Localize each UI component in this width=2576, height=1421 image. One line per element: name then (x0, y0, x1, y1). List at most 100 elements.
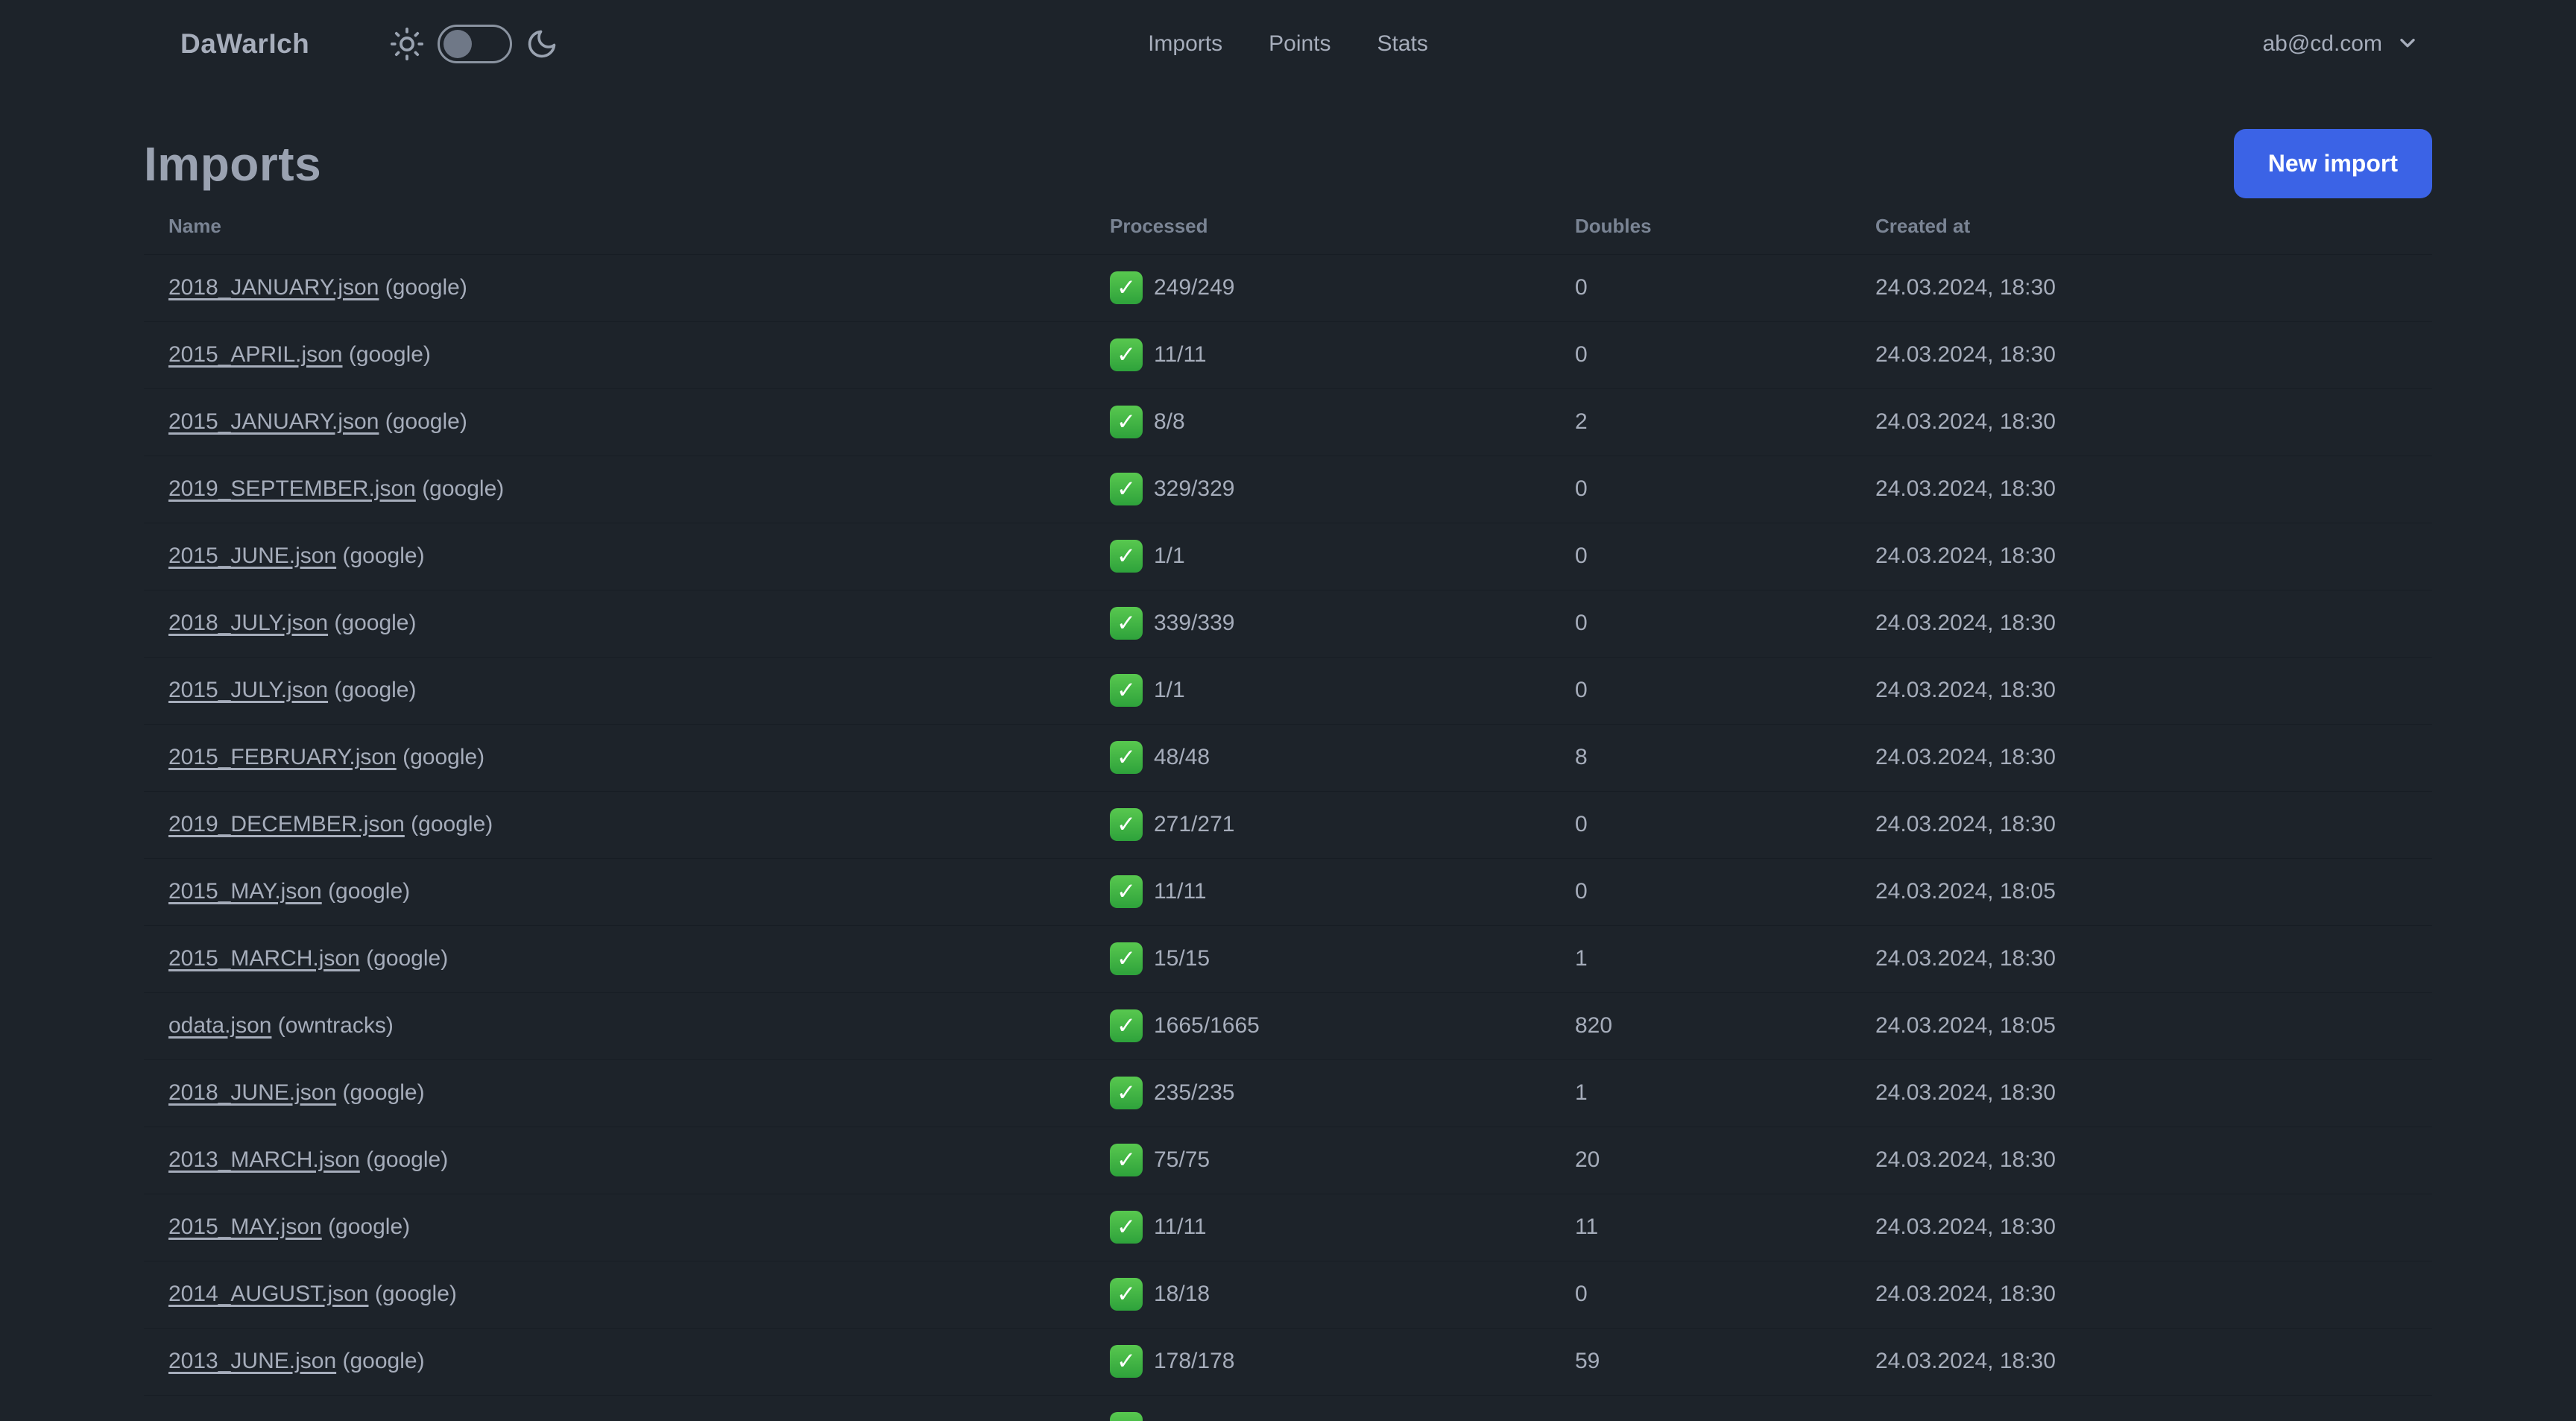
import-file-link[interactable]: 2019_SEPTEMBER.json (168, 476, 416, 501)
check-mark-icon: ✓ (1110, 406, 1143, 438)
theme-switch[interactable] (438, 25, 513, 63)
import-source: (google) (366, 1147, 449, 1172)
doubles-cell: 0 (1575, 791, 1875, 859)
import-file-link[interactable]: 2013_JUNE.json (168, 1349, 337, 1373)
import-file-link[interactable]: 2015_MAY.json (168, 879, 322, 904)
created-at-cell: 24.03.2024, 18:30 (1875, 657, 2432, 725)
created-at-cell: 24.03.2024, 18:30 (1875, 456, 2432, 523)
moon-icon (525, 28, 558, 60)
import-name-cell: 2015_MAY.json (google) (144, 1194, 1110, 1261)
import-file-link[interactable]: 2015_JUNE.json (168, 543, 337, 568)
user-email: ab@cd.com (2262, 31, 2382, 56)
import-name-cell: 2018_JUNE.json (google) (144, 1059, 1110, 1127)
processed-cell: ✓ 1665/1665 (1110, 992, 1575, 1060)
import-source: (google) (328, 1214, 411, 1239)
imports-table-header: Name Processed Doubles Created at (144, 198, 2432, 255)
new-import-button[interactable]: New import (2233, 129, 2432, 198)
processed-cell: ✓ 18/18 (1110, 1261, 1575, 1329)
import-file-link[interactable]: 2015_FEBRUARY.json (168, 745, 397, 769)
import-name-cell: 2015_APRIL.json (google) (144, 321, 1110, 389)
nav-link-stats[interactable]: Stats (1377, 31, 1428, 56)
processed-count: 178/178 (1154, 1349, 1235, 1373)
doubles-cell: 0 (1575, 523, 1875, 590)
created-at-cell: 24.03.2024, 18:30 (1875, 523, 2432, 590)
navbar: DaWarIch Imports Points Stats ab@cd.com (0, 0, 2576, 88)
check-mark-icon: ✓ (1110, 875, 1143, 908)
processed-count: 339/339 (1154, 611, 1235, 635)
processed-count: 1/1 (1154, 543, 1185, 568)
processed-cell: ✓ 11/11 (1110, 858, 1575, 926)
processed-cell: ✓ 11/11 (1110, 1194, 1575, 1261)
processed-cell: ✓ 329/329 (1110, 456, 1575, 523)
processed-cell: ✓ 48/48 (1110, 724, 1575, 792)
import-file-link[interactable]: 2015_MARCH.json (168, 946, 360, 971)
check-mark-icon: ✓ (1110, 674, 1143, 707)
created-at-cell: 24.03.2024, 18:30 (1875, 1261, 2432, 1329)
sun-icon (390, 27, 424, 61)
nav-link-points[interactable]: Points (1269, 31, 1331, 56)
processed-cell: ✓ 75/75 (1110, 1127, 1575, 1194)
doubles-cell: 1 (1575, 925, 1875, 993)
import-name-cell: 2018_JULY.json (google) (144, 590, 1110, 658)
check-mark-icon: ✓ (1110, 1412, 1143, 1421)
theme-toggle[interactable] (390, 25, 558, 63)
import-name-cell: 2015_MARCH.json (google) (144, 925, 1110, 993)
import-file-link[interactable]: 2018_JANUARY.json (168, 275, 379, 300)
import-name-cell: 2015_MAY.json (google) (144, 858, 1110, 926)
processed-count: 11/11 (1154, 1214, 1207, 1239)
check-mark-icon: ✓ (1110, 942, 1143, 975)
user-menu[interactable]: ab@cd.com (2262, 31, 2419, 58)
chevron-down-icon (2396, 31, 2419, 58)
doubles-cell: 2 (1575, 388, 1875, 456)
nav-link-imports[interactable]: Imports (1148, 31, 1223, 56)
doubles-cell (1575, 1395, 1875, 1421)
import-source: (google) (366, 946, 449, 971)
import-file-link[interactable]: 2018_JULY.json (168, 611, 329, 635)
created-at-cell: 24.03.2024, 18:05 (1875, 992, 2432, 1060)
import-file-link[interactable]: 2014_AUGUST.json (168, 1282, 369, 1306)
app-logo[interactable]: DaWarIch (180, 28, 310, 59)
import-source: (google) (385, 409, 467, 434)
theme-switch-knob (443, 30, 473, 58)
check-mark-icon: ✓ (1110, 338, 1143, 371)
import-file-link[interactable]: odata.json (168, 1013, 272, 1038)
table-row: 2015_APRIL.json (google) ✓ 11/11 0 24.03.202… (144, 321, 2432, 389)
table-row: 2013_MARCH.json (google) ✓ 75/75 20 24.03.20… (144, 1127, 2432, 1194)
created-at-cell: 24.03.2024, 18:30 (1875, 724, 2432, 792)
processed-count: 48/48 (1154, 745, 1210, 769)
created-at-cell (1875, 1395, 2432, 1421)
import-file-link[interactable]: 2015_MAY.json (168, 1214, 322, 1239)
created-at-cell: 24.03.2024, 18:30 (1875, 925, 2432, 993)
import-name-cell: 2019_DECEMBER.json (google) (144, 791, 1110, 859)
doubles-cell: 8 (1575, 724, 1875, 792)
doubles-cell: 0 (1575, 657, 1875, 725)
check-mark-icon: ✓ (1110, 473, 1143, 505)
created-at-cell: 24.03.2024, 18:30 (1875, 388, 2432, 456)
doubles-cell: 59 (1575, 1328, 1875, 1396)
import-source: (google) (374, 1282, 457, 1306)
processed-cell: ✓ 271/271 (1110, 791, 1575, 859)
import-source: (google) (342, 1080, 425, 1105)
import-file-link[interactable]: 2015_JULY.json (168, 678, 329, 702)
table-row: 2018_JUNE.json (google) ✓ 235/235 1 24.03.20… (144, 1059, 2432, 1127)
doubles-cell: 0 (1575, 254, 1875, 322)
import-file-link[interactable]: 2019_DECEMBER.json (168, 812, 405, 836)
table-row: 2015_JUNE.json (google) ✓ 1/1 0 24.03.2024, … (144, 523, 2432, 590)
doubles-cell: 0 (1575, 858, 1875, 926)
import-file-link[interactable]: 2015_JANUARY.json (168, 409, 379, 434)
table-row: 2018_JULY.json (google) ✓ 339/339 0 24.03.20… (144, 590, 2432, 658)
table-row: odata.json (owntracks) ✓ 1665/1665 820 24.03… (144, 992, 2432, 1060)
check-mark-icon: ✓ (1110, 607, 1143, 640)
import-name-cell: 2014_AUGUST.json (google) (144, 1261, 1110, 1329)
import-file-link[interactable]: 2015_APRIL.json (168, 342, 343, 367)
import-source: (google) (334, 678, 417, 702)
created-at-cell: 24.03.2024, 18:30 (1875, 791, 2432, 859)
import-file-link[interactable]: 2013_MARCH.json (168, 1147, 360, 1172)
check-mark-icon: ✓ (1110, 1345, 1143, 1378)
processed-count: 8/8 (1154, 409, 1185, 434)
check-mark-icon: ✓ (1110, 1211, 1143, 1244)
table-row: 2014_AUGUST.json (google) ✓ 18/18 0 24.03.20… (144, 1261, 2432, 1329)
import-file-link[interactable]: 2018_JUNE.json (168, 1080, 337, 1105)
import-source: (google) (402, 745, 485, 769)
processed-cell: ✓ 15/15 (1110, 925, 1575, 993)
